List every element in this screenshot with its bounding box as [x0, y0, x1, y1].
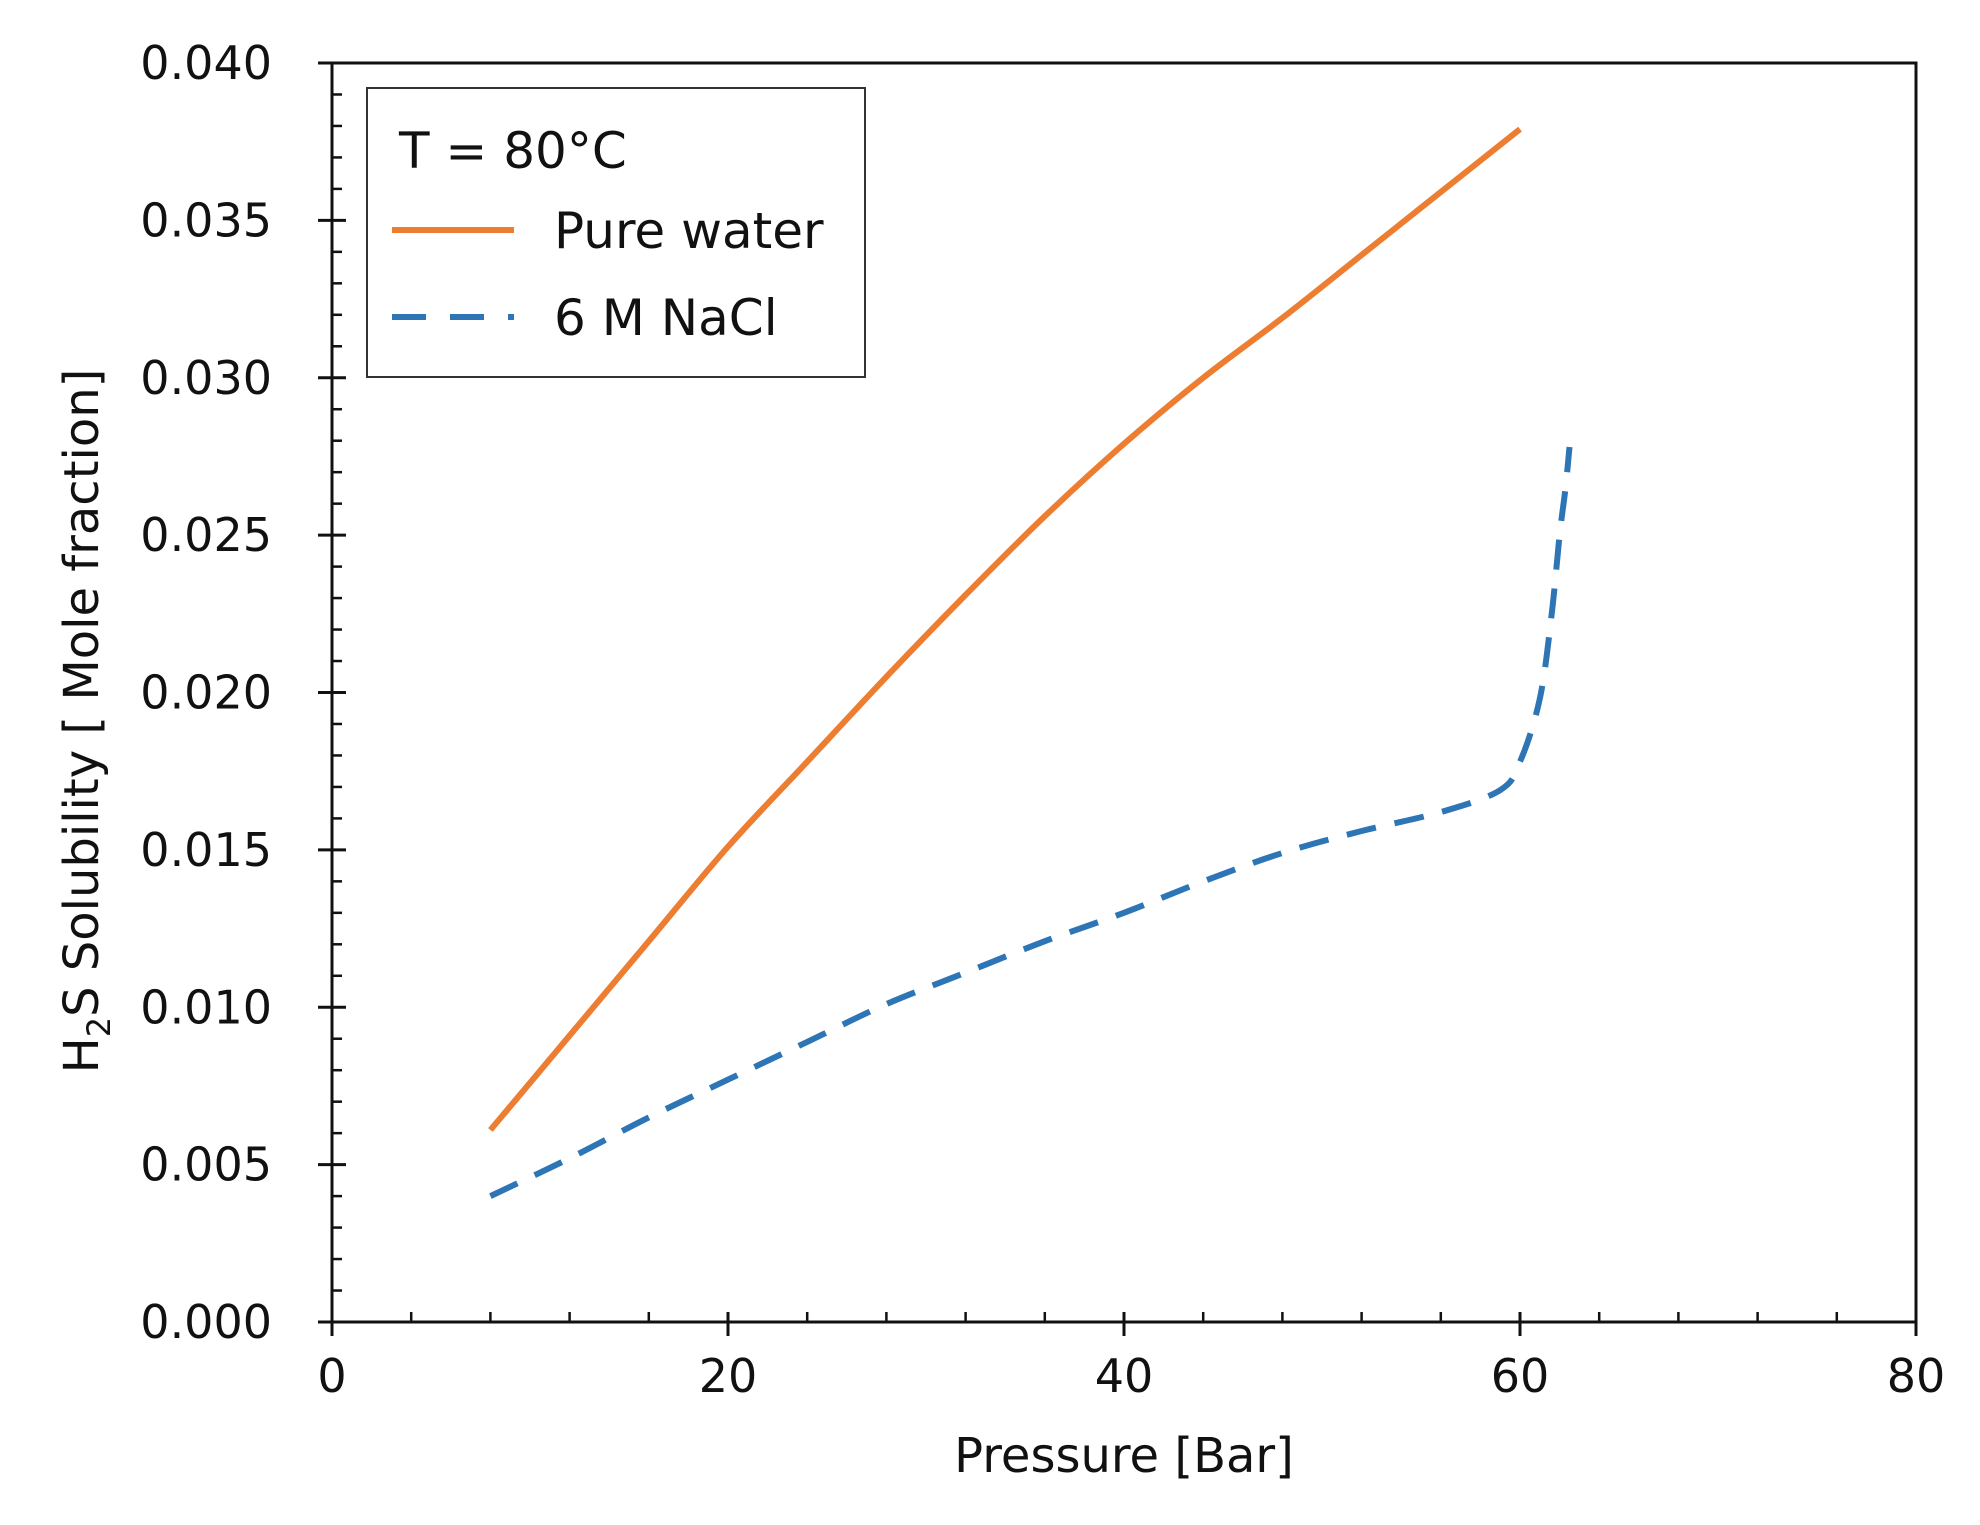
y-axis-title: H2S Solubility [ Mole fraction] [54, 369, 118, 1074]
x-tick-label: 20 [699, 1349, 758, 1403]
plot-frame [330, 61, 1918, 1324]
x-tick-label: 60 [1491, 1349, 1550, 1403]
y-tick-label: 0.025 [140, 508, 272, 562]
y-axis-title-prefix: H [54, 1037, 110, 1073]
series-layer [488, 126, 1573, 1199]
legend: T = 80°C Pure water 6 M NaCl [366, 87, 866, 378]
y-tick-label: 0.020 [140, 666, 272, 720]
x-axis-title: Pressure [Bar] [954, 1428, 1294, 1484]
y-tick-label: 0.030 [140, 351, 272, 405]
legend-label-6m-nacl: 6 M NaCl [554, 289, 778, 347]
y-tick-label: 0.035 [140, 193, 272, 247]
axes-layer [330, 61, 1918, 1324]
y-tick-label: 0.005 [140, 1138, 272, 1192]
y-tick-label: 0.000 [140, 1295, 272, 1349]
tick-labels: 0 20 40 60 80 0.000 0.005 0.010 0.015 0.020 0.025 0… [140, 36, 1945, 1403]
legend-title: T = 80°C [398, 122, 627, 180]
y-axis-title-suffix: S Solubility [ Mole fraction] [54, 369, 110, 1017]
series-line-6-m-nacl [489, 446, 1573, 1199]
x-tick-label: 0 [317, 1349, 346, 1403]
x-tick-label: 40 [1095, 1349, 1154, 1403]
y-tick-label: 0.010 [140, 980, 272, 1034]
y-axis-title-subscript: 2 [80, 1017, 118, 1037]
y-tick-label: 0.015 [140, 823, 272, 877]
minor-ticks [332, 93, 1839, 1322]
x-tick-label: 80 [1887, 1349, 1946, 1403]
y-tick-label: 0.040 [140, 36, 272, 90]
legend-label-pure-water: Pure water [554, 202, 824, 260]
series-line-pure-water [488, 126, 1522, 1132]
